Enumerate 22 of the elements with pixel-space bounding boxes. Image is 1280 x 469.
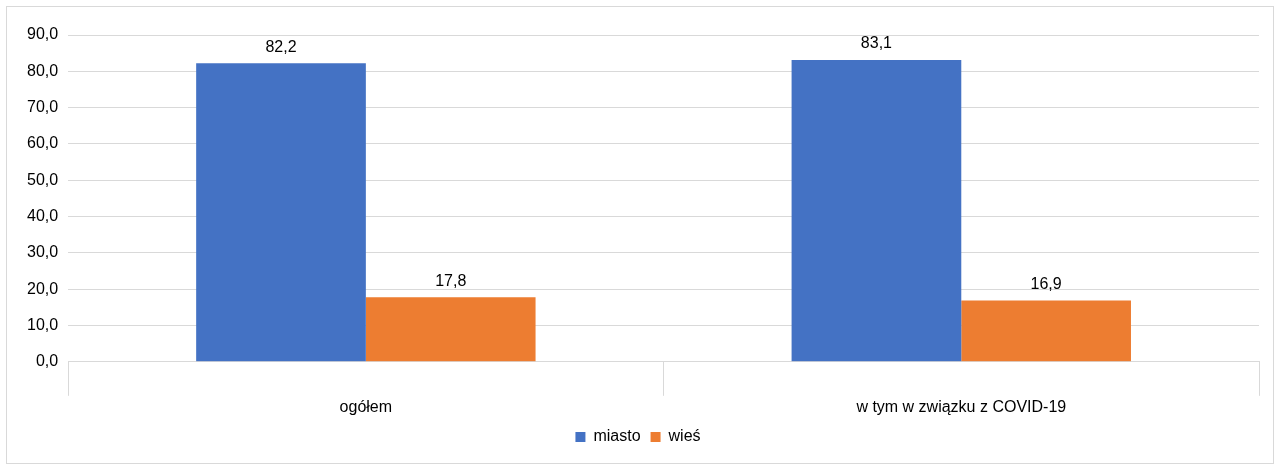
- y-tick-label: 90,0: [27, 25, 59, 43]
- x-tick-label: ogółem: [339, 397, 393, 415]
- y-tick-label: 40,0: [27, 206, 59, 224]
- legend-label: miasto: [593, 427, 641, 445]
- bar: [961, 300, 1131, 362]
- y-tick-label: 10,0: [27, 315, 59, 333]
- x-tick-label: w tym w związku z COVID-19: [855, 397, 1067, 415]
- y-tick-label: 20,0: [27, 279, 59, 297]
- bar: [791, 60, 962, 362]
- y-tick-label: 70,0: [27, 98, 59, 116]
- data-label: 16,9: [1030, 274, 1062, 292]
- y-tick-label: 30,0: [27, 243, 59, 261]
- y-tick-label: 50,0: [27, 170, 59, 188]
- data-label: 17,8: [435, 271, 467, 289]
- data-label: 82,2: [265, 37, 297, 55]
- y-tick-label: 0,0: [35, 352, 59, 370]
- bar: [365, 297, 536, 362]
- data-label: 83,1: [860, 34, 893, 52]
- y-tick-label: 60,0: [27, 134, 59, 152]
- legend-label: wieś: [667, 427, 701, 445]
- bar: [196, 63, 366, 362]
- y-tick-label: 80,0: [27, 61, 59, 79]
